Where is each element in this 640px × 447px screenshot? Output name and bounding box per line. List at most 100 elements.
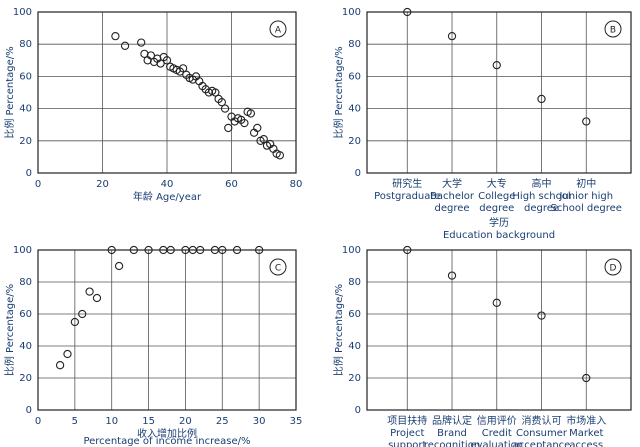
x-tick-label: Postgraduate — [374, 191, 440, 202]
x-tick-label: 大专 — [487, 177, 507, 190]
x-tick-label: degree — [524, 203, 559, 214]
point — [111, 32, 120, 41]
y-tick-label: 20 — [348, 373, 361, 384]
x-tick-label: Brand — [437, 428, 467, 439]
x-tick-label: 信用评价 — [477, 415, 517, 427]
plot-frame — [366, 11, 632, 174]
plot-frame — [37, 11, 297, 174]
x-tick-label: 消费认可 — [522, 414, 562, 427]
point — [146, 51, 156, 60]
point — [447, 271, 457, 280]
x-tick-label: recognition — [424, 440, 480, 447]
point — [224, 123, 233, 133]
point — [92, 293, 102, 303]
panel-label: A — [275, 26, 282, 36]
x-tick-label: Market — [569, 428, 603, 439]
x-axis-label: 收入增加比例 — [137, 427, 197, 440]
point — [259, 135, 268, 144]
panel-badge — [269, 20, 287, 38]
x-tick-label: 研究生 — [392, 177, 422, 190]
y-tick-label: 60 — [19, 71, 32, 82]
x-tick-label: support — [388, 440, 426, 447]
y-tick-label: 20 — [348, 136, 361, 147]
point — [537, 311, 546, 320]
x-tick-label: evaluation — [470, 440, 523, 447]
x-tick-label: 市场准入 — [566, 414, 606, 427]
x-tick-label: degree — [434, 203, 469, 214]
x-tick-label: High school — [512, 191, 570, 202]
x-tick-label: access — [569, 440, 603, 447]
point — [162, 56, 172, 65]
y-tick-label: 20 — [19, 373, 32, 384]
x-axis-label: 年龄 Age/year — [133, 190, 202, 203]
x-tick-label: 品牌认定 — [432, 414, 472, 427]
panel-badge — [604, 258, 622, 276]
point — [178, 64, 188, 73]
y-tick-label: 80 — [19, 277, 32, 288]
x-tick-label: 0 — [35, 179, 41, 190]
point — [211, 88, 220, 97]
x-tick-label: Credit — [482, 428, 512, 439]
y-tick-label: 100 — [342, 7, 361, 18]
point — [114, 261, 124, 271]
x-tick-label: degree — [479, 203, 514, 214]
x-tick-label: 高中 — [532, 177, 552, 190]
point — [120, 41, 130, 50]
point — [582, 117, 591, 126]
point — [254, 245, 264, 255]
x-tick-label: Junior high — [558, 191, 613, 202]
x-axis-label: Education background — [443, 230, 555, 241]
y-tick-label: 40 — [348, 104, 361, 115]
x-axis-label: 学历 — [489, 216, 509, 229]
point — [129, 245, 138, 255]
point — [492, 298, 501, 307]
point — [156, 59, 165, 68]
plot-frame — [366, 249, 632, 411]
y-tick-label: 0 — [355, 405, 361, 416]
x-tick-label: Project — [390, 428, 424, 439]
x-tick-label: 60 — [225, 179, 238, 190]
y-tick-label: 20 — [19, 136, 32, 147]
y-tick-label: 40 — [19, 341, 32, 352]
point — [582, 373, 591, 383]
y-tick-label: 100 — [13, 245, 32, 256]
y-axis-label: 比例 Percentage/% — [3, 284, 16, 376]
x-tick-label: 初中 — [576, 177, 596, 190]
y-tick-label: 0 — [355, 168, 361, 179]
point — [240, 118, 249, 128]
panel-badge — [604, 20, 622, 38]
y-tick-label: 100 — [342, 245, 361, 256]
y-tick-label: 60 — [348, 71, 361, 82]
point — [218, 245, 227, 255]
x-tick-label: 40 — [161, 179, 174, 190]
point — [78, 309, 87, 319]
y-axis-label: 比例 Percentage/% — [332, 46, 345, 138]
point — [275, 151, 285, 160]
x-tick-label: 30 — [253, 416, 266, 427]
y-tick-label: 0 — [26, 405, 32, 416]
y-tick-label: 60 — [19, 309, 32, 320]
x-tick-label: Bachelor — [430, 191, 475, 202]
x-tick-label: College — [478, 191, 515, 202]
point — [196, 245, 205, 255]
y-tick-label: 0 — [26, 168, 32, 179]
point — [492, 60, 501, 70]
x-tick-label: 20 — [179, 416, 192, 427]
y-tick-label: 60 — [348, 309, 361, 320]
point — [144, 245, 153, 255]
x-tick-label: 大学 — [442, 177, 462, 190]
point — [403, 7, 412, 17]
point — [70, 317, 80, 327]
panel-label: B — [610, 26, 616, 36]
point — [217, 98, 226, 107]
point — [253, 123, 262, 133]
y-tick-label: 80 — [348, 39, 361, 50]
panel-badge — [269, 258, 287, 276]
point — [403, 245, 412, 255]
point — [166, 245, 175, 255]
x-tick-label: acceptance — [513, 440, 571, 447]
y-tick-label: 40 — [348, 341, 361, 352]
x-tick-label: 35 — [290, 416, 303, 427]
point — [447, 32, 457, 41]
